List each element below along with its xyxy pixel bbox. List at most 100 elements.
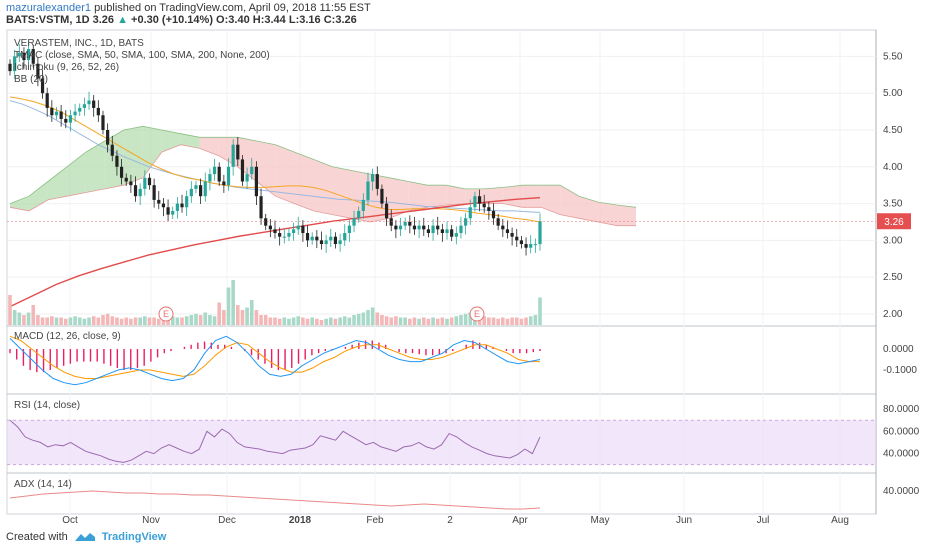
rsi-band [7, 420, 876, 465]
ichimoku-cloud-segment [161, 129, 181, 153]
volume-bar [231, 280, 235, 325]
volume-bar [505, 318, 510, 325]
candle-body [296, 225, 300, 230]
candle-body [157, 199, 161, 204]
volume-bar [524, 317, 528, 325]
candle-body [245, 174, 249, 182]
candle-body [301, 225, 305, 234]
candle-body [408, 221, 412, 226]
ichimoku-cloud-segment [104, 129, 124, 189]
volume-bar [259, 315, 263, 325]
tradingview-logo-icon [74, 533, 95, 541]
candle-body [505, 229, 510, 234]
candle-body [510, 233, 514, 237]
candle-body [82, 104, 86, 108]
bb-legend[interactable]: BB (20) [14, 74, 48, 85]
tmac-legend[interactable]: TMAC (close, SMA, 50, SMA, 100, SMA, 200… [14, 50, 270, 61]
candle-body [403, 221, 407, 226]
candle-body [319, 240, 324, 245]
tradingview-brand[interactable]: TradingView [101, 531, 167, 543]
ichimoku-cloud-segment [123, 126, 143, 186]
time-tick-label: Apr [512, 515, 528, 526]
candle-body [185, 196, 189, 208]
cloud-upper-line [9, 125, 637, 208]
sma100-line [9, 100, 541, 213]
last-price-tag-label: 3.26 [884, 217, 904, 228]
candle-body [110, 144, 114, 156]
candle-body [115, 155, 119, 167]
volume-bar [31, 305, 36, 325]
ichimoku-legend[interactable]: Ichimoku (9, 26, 52, 26) [14, 62, 120, 73]
author-link[interactable]: mazuralexander1 [6, 2, 91, 14]
volume-bar [510, 317, 514, 325]
symbol-header: BATS:VSTM, 1D 3.26 ▲ +0.30 (+10.14%) O:3… [6, 14, 357, 26]
volume-bar [496, 318, 500, 325]
candle-body [422, 225, 426, 230]
symbol-name: BATS:VSTM, 1D [6, 14, 90, 26]
candle-body [491, 210, 496, 219]
candle-body [278, 233, 282, 237]
volume-bar [198, 315, 203, 325]
macd-signal-line [9, 335, 540, 379]
created-with-text: Created with [6, 531, 68, 543]
low-label: L: [288, 14, 300, 26]
ichimoku-cloud-segment [28, 181, 48, 211]
price-tick-label: 3.50 [883, 199, 903, 210]
candle-body [189, 188, 193, 197]
volume-bar [431, 317, 435, 325]
volume-bar [263, 315, 268, 325]
candle-body [40, 78, 45, 94]
price-tick-label: 5.00 [883, 88, 903, 99]
candle-body [119, 166, 124, 178]
candle-body [380, 188, 384, 204]
volume-bar [296, 316, 301, 325]
volume-bar [347, 317, 352, 325]
volume-bar [245, 307, 249, 325]
candle-body [450, 229, 454, 237]
volume-bar [59, 317, 63, 325]
candle-body [291, 229, 296, 234]
candle-body [26, 49, 31, 61]
candle-body [529, 244, 533, 248]
volume-bar [463, 313, 468, 325]
adx-tick-label: 40.0000 [883, 486, 920, 497]
ichimoku-cloud-segment [199, 137, 219, 156]
candle-body [92, 100, 96, 108]
rsi-title[interactable]: RSI (14, close) [14, 400, 81, 411]
candle-body [54, 111, 59, 116]
close-label: C: [323, 14, 336, 26]
volume-bar [87, 317, 91, 325]
volume-bar [491, 317, 496, 325]
candle-body [78, 107, 82, 112]
volume-bar [333, 318, 338, 325]
low-value: 3.16 [299, 14, 321, 26]
candle-body [431, 225, 435, 234]
candle-body [147, 177, 152, 186]
volume-bar [398, 317, 403, 325]
ichimoku-cloud-segment [446, 185, 466, 206]
price-change: +0.30 (+10.14%) [131, 14, 213, 26]
volume-bar [435, 318, 440, 325]
ichimoku-cloud-segment [351, 170, 371, 222]
volume-bar [328, 317, 333, 325]
candle-body [273, 229, 277, 234]
ichimoku-cloud-segment [522, 185, 542, 208]
candle-body [180, 203, 184, 208]
volume-bar [147, 317, 152, 325]
candle-body [50, 107, 54, 116]
price-tick-label: 5.50 [883, 51, 903, 62]
rsi-tick-label: 40.0000 [883, 449, 920, 460]
volume-bar [338, 317, 342, 325]
adx-title[interactable]: ADX (14, 14) [14, 479, 72, 490]
macd-title[interactable]: MACD (12, 26, close, 9) [14, 331, 121, 342]
candle-body [398, 225, 403, 230]
ichimoku-cloud-segment [541, 185, 561, 215]
volume-bar [236, 305, 240, 325]
volume-bar [324, 318, 328, 325]
rsi-tick-label: 80.0000 [883, 404, 920, 415]
candle-body [250, 166, 254, 175]
time-tick-label: 2018 [289, 515, 312, 526]
volume-bar [105, 313, 110, 325]
chart-name-legend: VERASTEM, INC., 1D, BATS [14, 38, 144, 49]
